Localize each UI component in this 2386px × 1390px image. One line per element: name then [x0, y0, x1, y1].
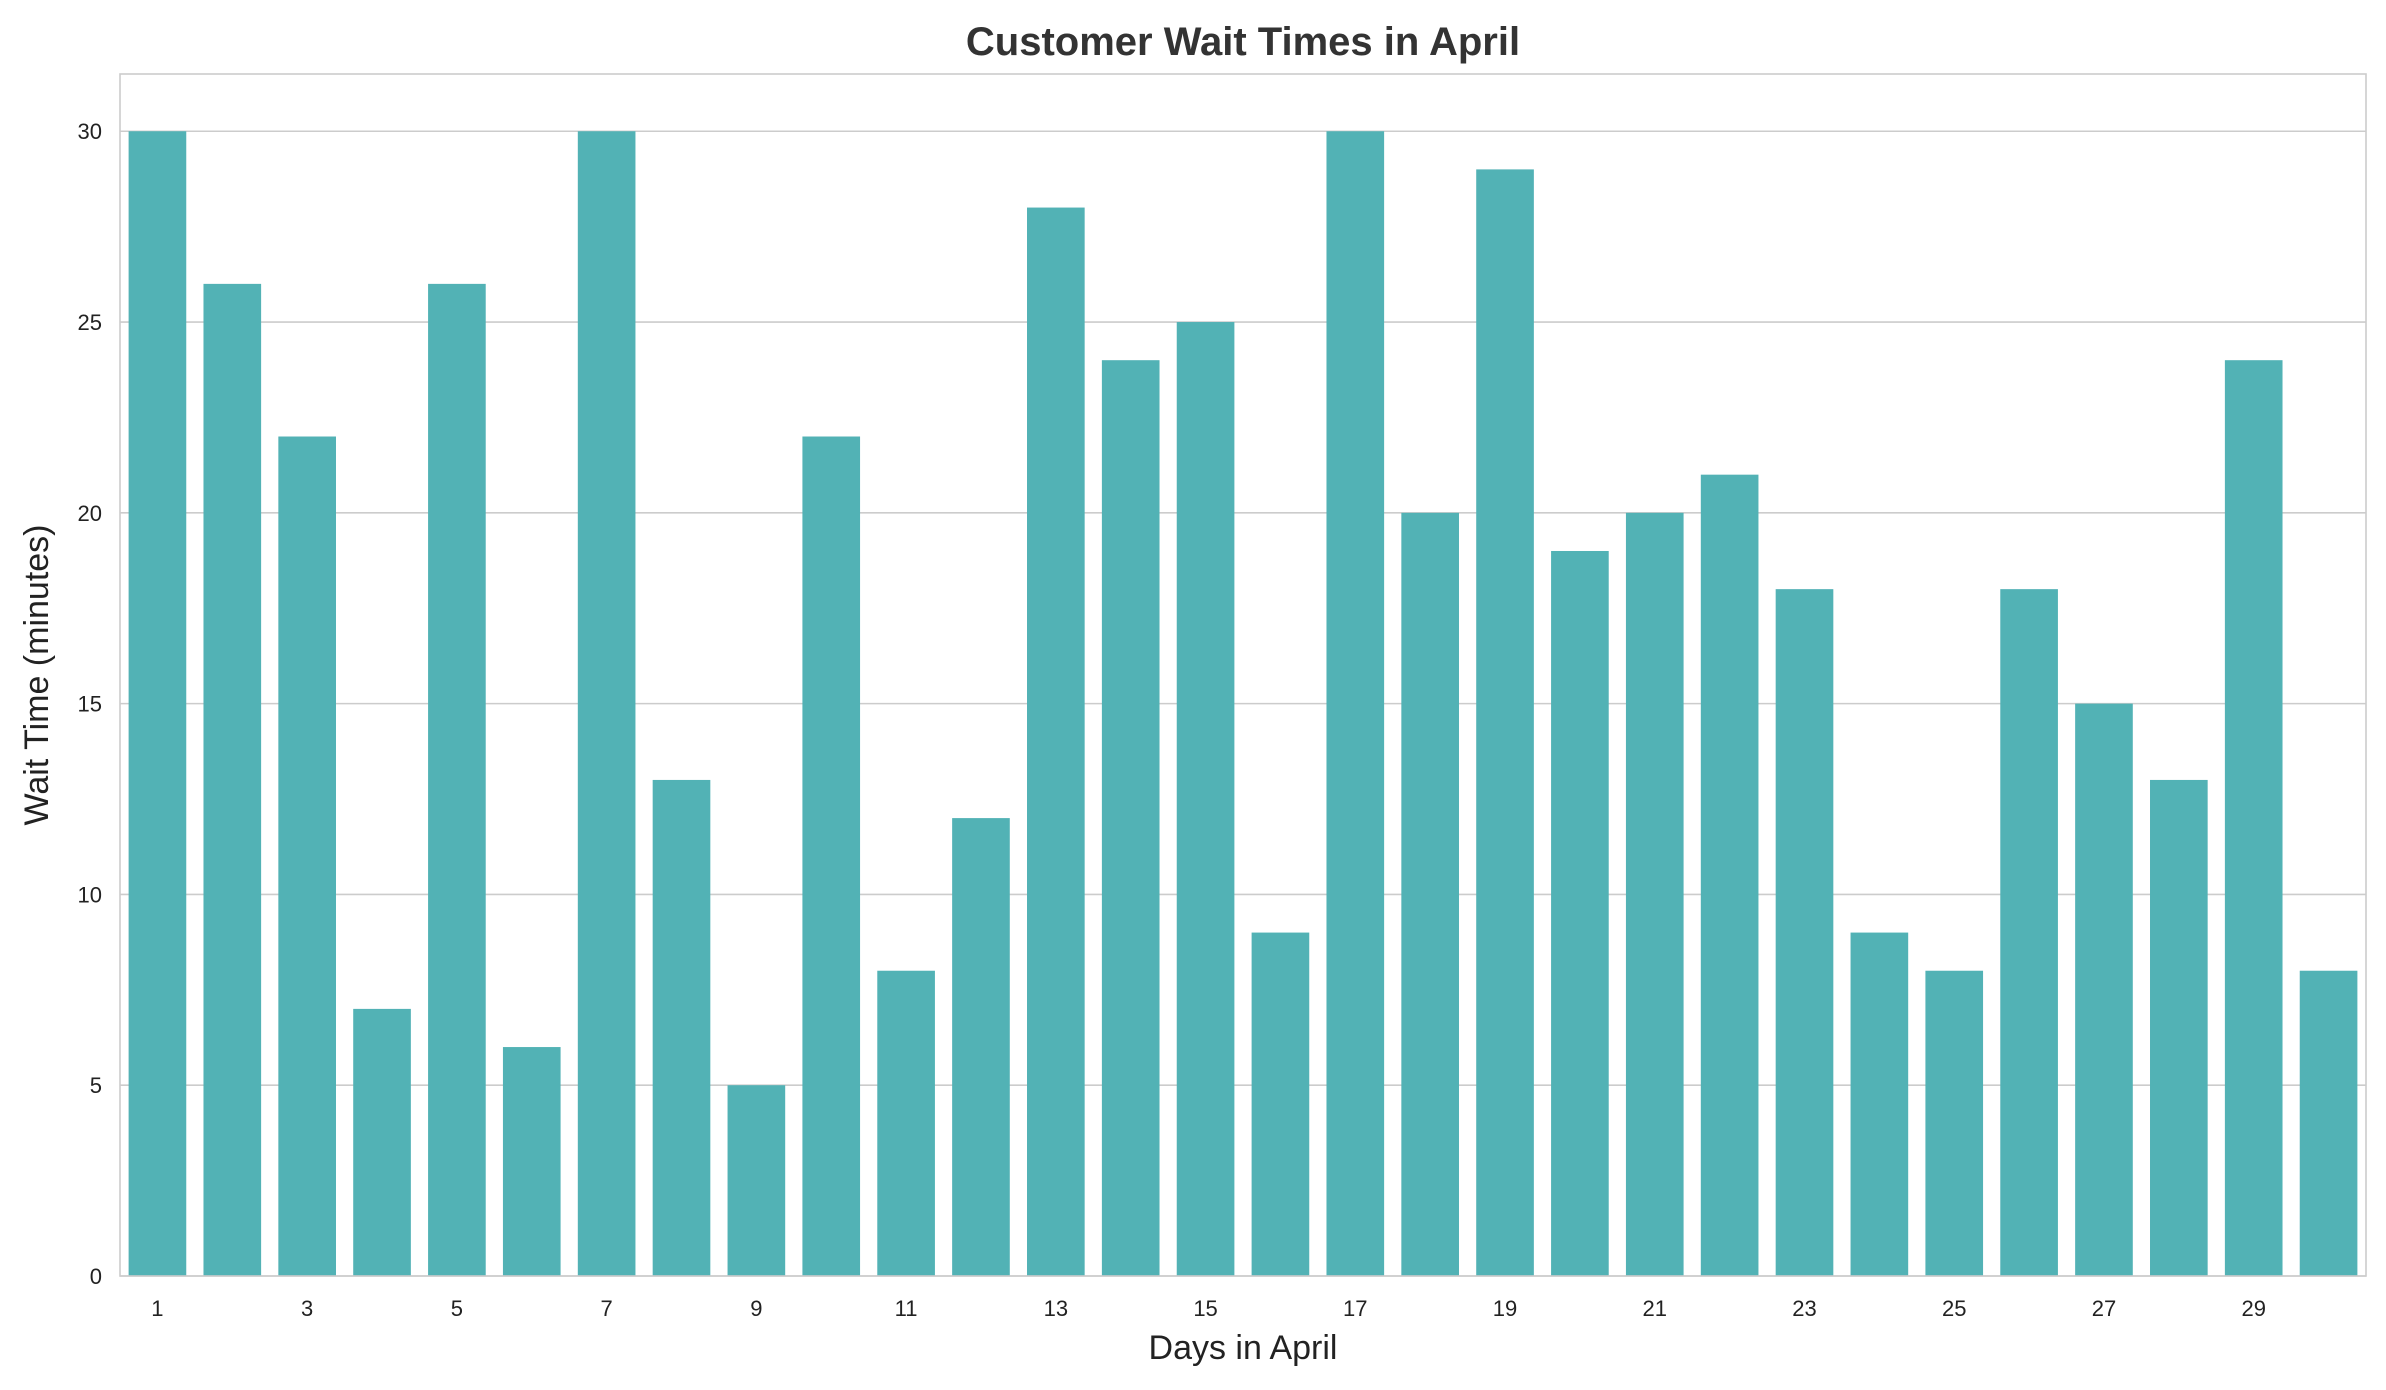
y-tick-label: 0	[90, 1264, 102, 1289]
x-tick-label: 27	[2092, 1296, 2116, 1321]
bar	[577, 131, 636, 1277]
bar	[278, 436, 336, 1276]
x-tick-label: 25	[1942, 1296, 1966, 1321]
bar	[353, 1008, 411, 1276]
bars	[128, 131, 2358, 1277]
bar	[1476, 169, 1534, 1276]
bar	[1850, 932, 1909, 1276]
x-tick-label: 21	[1643, 1296, 1667, 1321]
bar	[1401, 512, 1459, 1276]
bar	[2150, 779, 2208, 1276]
bar	[1251, 932, 1310, 1276]
x-tick-label: 19	[1493, 1296, 1517, 1321]
x-tick-label: 23	[1792, 1296, 1816, 1321]
bar	[1101, 360, 1160, 1276]
bar	[2000, 589, 2058, 1276]
x-tick-label: 7	[601, 1296, 613, 1321]
y-axis-label: Wait Time (minutes)	[18, 524, 56, 825]
y-tick-label: 25	[78, 310, 102, 335]
bar	[1775, 589, 1834, 1276]
y-tick-label: 15	[78, 692, 102, 717]
y-tick-label: 20	[78, 501, 102, 526]
plot-frame	[119, 73, 2367, 1277]
y-tick-label: 10	[78, 882, 102, 907]
x-tick-label: 29	[2241, 1296, 2265, 1321]
x-tick-label: 13	[1044, 1296, 1068, 1321]
bar	[2299, 970, 2358, 1276]
y-tick-label: 30	[78, 119, 102, 144]
bar	[1925, 970, 1984, 1276]
bar	[1027, 207, 1085, 1277]
x-axis-label: Days in April	[1149, 1329, 1338, 1367]
x-tick-label: 3	[301, 1296, 313, 1321]
x-tick-label: 17	[1343, 1296, 1367, 1321]
y-tick-labels: 0 5 10 15 20 25 30	[78, 119, 102, 1289]
bar	[1176, 322, 1235, 1276]
x-tick-label: 15	[1193, 1296, 1217, 1321]
bar	[128, 131, 187, 1277]
bar	[1625, 512, 1684, 1276]
gridlines	[120, 130, 2366, 1277]
bar	[203, 283, 262, 1276]
bar	[877, 970, 935, 1276]
x-tick-label: 1	[151, 1296, 163, 1321]
chart-title: Customer Wait Times in April	[966, 20, 1520, 64]
x-tick-label: 11	[895, 1296, 918, 1321]
bar	[802, 436, 861, 1276]
y-tick-label: 5	[90, 1073, 102, 1098]
bar	[1700, 474, 1759, 1277]
bar	[952, 818, 1010, 1276]
bar	[1326, 131, 1385, 1277]
x-tick-labels: 1 3 5 7 9 11 13 15 17 19 21 23 25 27 29	[151, 1296, 2266, 1321]
bar	[502, 1047, 561, 1276]
bar	[2224, 360, 2283, 1276]
x-tick-label: 5	[451, 1296, 463, 1321]
bar	[652, 779, 711, 1276]
bar	[2075, 703, 2133, 1276]
bar	[1551, 550, 1609, 1276]
bar	[727, 1085, 786, 1276]
x-tick-label: 9	[750, 1296, 762, 1321]
bar	[428, 283, 486, 1276]
